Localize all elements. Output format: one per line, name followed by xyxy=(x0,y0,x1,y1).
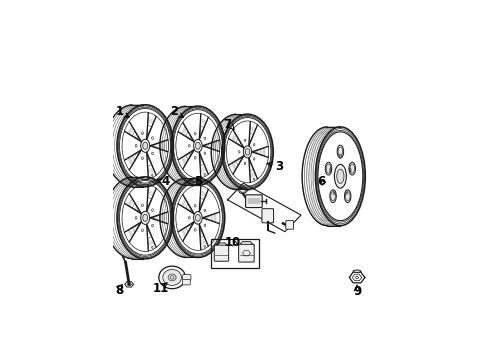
Ellipse shape xyxy=(159,266,185,289)
Ellipse shape xyxy=(196,214,200,221)
Ellipse shape xyxy=(344,190,351,203)
Text: 7: 7 xyxy=(223,118,232,131)
Ellipse shape xyxy=(337,169,344,183)
FancyBboxPatch shape xyxy=(245,195,262,208)
Ellipse shape xyxy=(337,145,343,158)
Ellipse shape xyxy=(143,142,147,149)
Ellipse shape xyxy=(143,214,147,221)
Text: 5: 5 xyxy=(194,175,202,188)
Ellipse shape xyxy=(141,139,150,152)
Ellipse shape xyxy=(194,139,202,152)
FancyBboxPatch shape xyxy=(183,279,190,285)
Ellipse shape xyxy=(353,270,361,273)
Ellipse shape xyxy=(349,162,355,175)
Ellipse shape xyxy=(334,165,346,188)
Ellipse shape xyxy=(330,190,336,203)
FancyBboxPatch shape xyxy=(262,209,273,223)
Text: 4: 4 xyxy=(157,175,170,188)
Text: 2: 2 xyxy=(170,105,183,118)
Ellipse shape xyxy=(196,142,200,149)
Text: 9: 9 xyxy=(353,285,361,298)
Text: 6: 6 xyxy=(318,175,326,188)
Ellipse shape xyxy=(245,149,250,155)
Text: 11: 11 xyxy=(153,282,169,295)
FancyBboxPatch shape xyxy=(239,244,254,262)
Text: 10: 10 xyxy=(225,236,241,249)
Text: 3: 3 xyxy=(267,160,283,173)
FancyBboxPatch shape xyxy=(214,245,229,261)
Text: 8: 8 xyxy=(115,284,123,297)
Text: 1: 1 xyxy=(115,105,129,118)
Ellipse shape xyxy=(163,269,181,285)
Ellipse shape xyxy=(325,162,332,175)
Ellipse shape xyxy=(194,211,202,224)
FancyBboxPatch shape xyxy=(183,275,191,280)
Ellipse shape xyxy=(141,211,150,224)
FancyBboxPatch shape xyxy=(286,221,294,229)
Ellipse shape xyxy=(244,146,252,158)
